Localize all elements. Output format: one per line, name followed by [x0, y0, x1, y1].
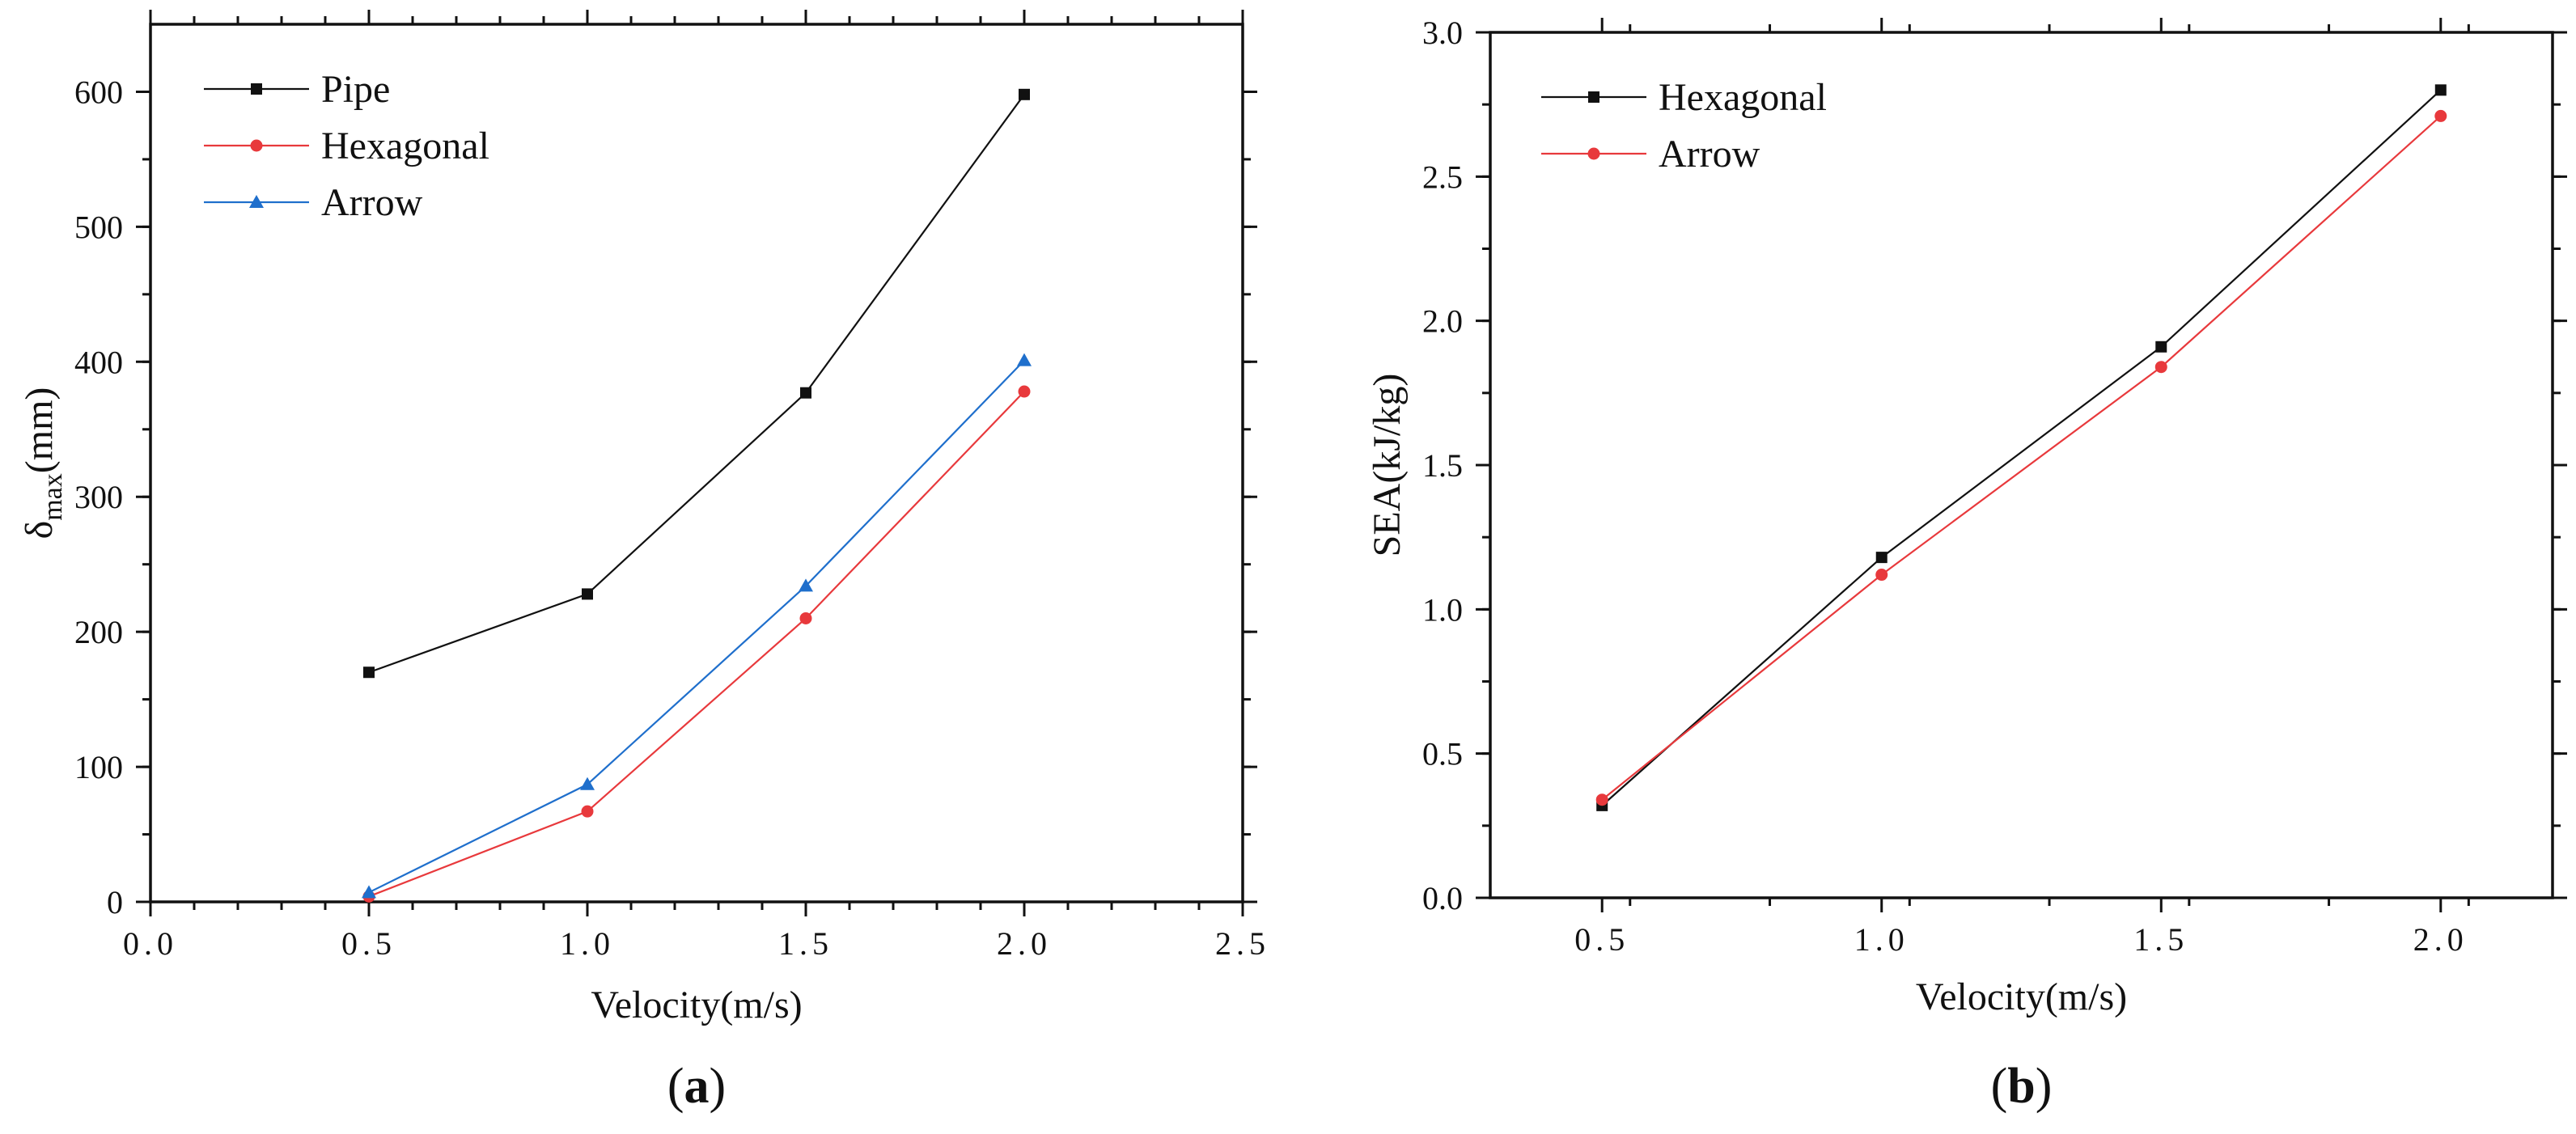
panel-label: (b)	[1991, 1059, 2053, 1114]
x-tick-label: 1.0	[560, 925, 615, 962]
series-line	[368, 391, 1025, 898]
legend-marker	[250, 139, 263, 152]
panel-label-close: )	[710, 1059, 727, 1114]
data-point	[1017, 353, 1032, 366]
y-tick-label: 0	[107, 884, 123, 920]
panel-label-open: (	[667, 1059, 684, 1114]
series-line	[368, 359, 1025, 894]
series-line	[1601, 89, 2442, 806]
legend: Hexagonal Arrow	[1541, 76, 1827, 176]
y-tick-label: 500	[74, 209, 123, 245]
chart-panel-b: 0.5 1.0 1.5 2.0 0.0 0.5 1.0 1.5 2.0 2.5 3.0 Velocit…	[1366, 15, 2567, 1114]
y-axis-title-main: δ	[18, 521, 61, 539]
data-point	[1875, 569, 1888, 582]
legend-marker	[251, 83, 262, 95]
data-point	[582, 588, 593, 600]
legend-label: Hexagonal	[1659, 76, 1827, 119]
legend-label: Pipe	[321, 68, 390, 111]
y-axis-title-subscript: max	[38, 473, 68, 521]
series-pipe	[363, 88, 1030, 679]
y-axis-title-unit: (mm)	[18, 387, 61, 474]
legend-label: Hexagonal	[321, 125, 489, 167]
legend: Pipe Hexagonal Arrow	[204, 68, 489, 224]
data-point	[799, 578, 813, 592]
data-point	[1595, 793, 1608, 806]
series-hexagonal	[362, 385, 1031, 903]
legend-label: Arrow	[1659, 133, 1760, 176]
data-point	[2434, 109, 2447, 122]
data-point	[2155, 341, 2167, 353]
series-line	[368, 94, 1025, 674]
y-tick-label: 3.0	[1422, 15, 1463, 51]
data-point	[1018, 385, 1031, 398]
y-tick-label: 300	[74, 479, 123, 515]
x-tick-label: 1.5	[2133, 921, 2188, 958]
data-point	[363, 666, 375, 679]
y-tick-label: 1.0	[1422, 591, 1463, 628]
panel-label-close: )	[2036, 1059, 2053, 1114]
data-point	[581, 805, 594, 818]
legend-marker	[1588, 91, 1599, 103]
data-point	[1019, 88, 1030, 100]
x-tick-label: 2.0	[997, 925, 1052, 962]
panel-label-open: (	[1991, 1059, 2008, 1114]
legend-label: Arrow	[321, 181, 423, 224]
y-axis-title: δmax(mm)	[18, 387, 68, 539]
data-point	[800, 387, 811, 399]
series-arrow	[362, 353, 1032, 899]
x-tick-label: 0.5	[1574, 921, 1629, 958]
data-point	[362, 885, 376, 899]
x-axis-title: Velocity(m/s)	[591, 984, 802, 1026]
y-tick-label: 0.5	[1422, 736, 1463, 772]
x-tick-label: 2.5	[1215, 925, 1270, 962]
y-tick-label: 600	[74, 74, 123, 110]
panel-label-letter: a	[684, 1059, 710, 1114]
x-tick-label: 2.0	[2413, 921, 2468, 958]
panel-label-letter: b	[2007, 1059, 2035, 1114]
y-tick-label: 100	[74, 749, 123, 785]
series-line	[1601, 115, 2442, 801]
y-tick-label: 200	[74, 614, 123, 650]
y-axis-title: SEA(kJ/kg)	[1366, 374, 1409, 557]
plot-frame	[1489, 31, 2554, 899]
x-axis-title: Velocity(m/s)	[1916, 975, 2127, 1018]
chart-panel-a: 0.0 0.5 1.0 1.5 2.0 2.5 0 100 200 300 400 500 600 Vel…	[18, 10, 1270, 1114]
data-point	[2154, 361, 2167, 374]
legend-marker	[249, 195, 264, 208]
y-tick-label: 2.5	[1422, 159, 1463, 195]
legend-marker	[1587, 147, 1600, 160]
x-tick-label: 0.0	[123, 925, 178, 962]
data-point	[580, 776, 595, 790]
data-point	[799, 611, 812, 624]
panel-label: (a)	[667, 1059, 726, 1114]
plot-frame	[149, 23, 1244, 903]
x-tick-label: 0.5	[341, 925, 396, 962]
data-point	[1875, 552, 1888, 564]
series-arrow	[1595, 109, 2447, 806]
data-point	[2434, 84, 2447, 96]
y-tick-label: 400	[74, 344, 123, 380]
x-tick-label: 1.0	[1854, 921, 1909, 958]
y-tick-label: 0.0	[1422, 880, 1463, 916]
x-tick-label: 1.5	[778, 925, 833, 962]
y-tick-label: 1.5	[1422, 447, 1463, 484]
y-tick-label: 2.0	[1422, 303, 1463, 340]
